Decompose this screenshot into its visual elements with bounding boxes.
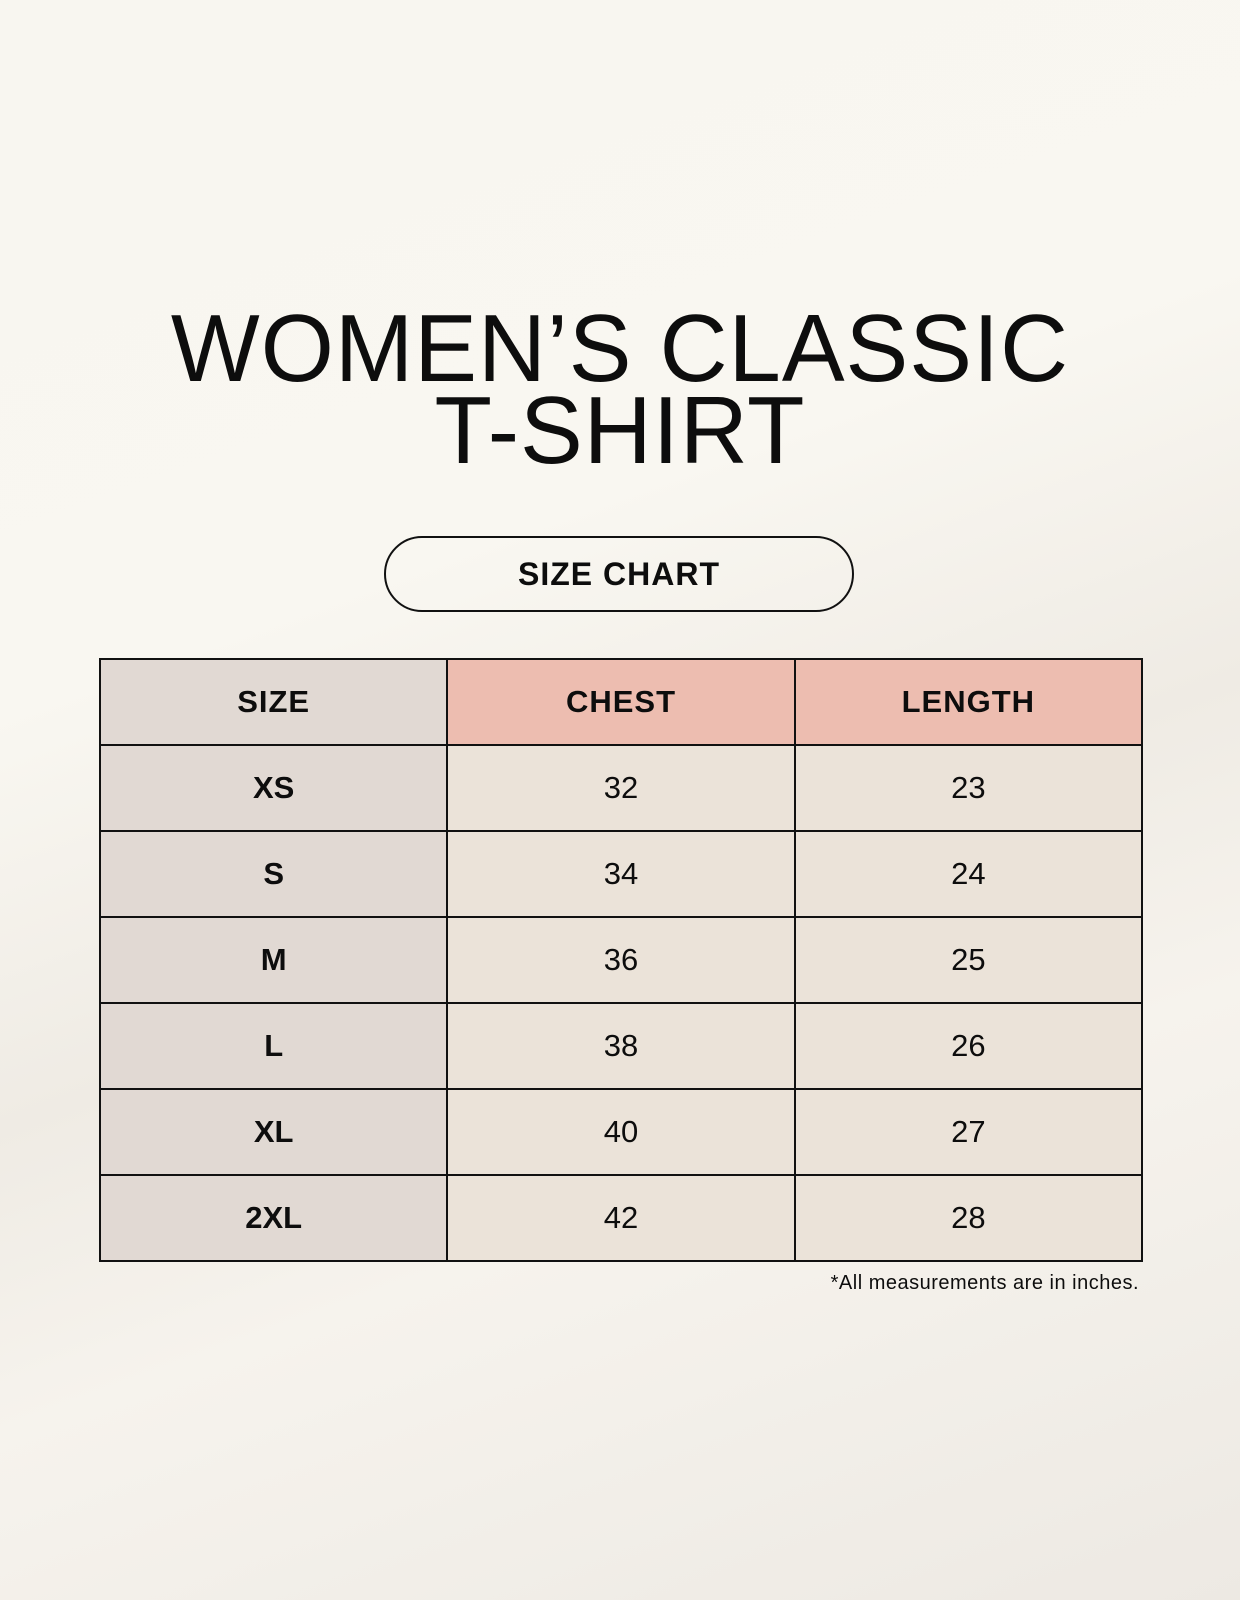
cell-chest: 42: [446, 1174, 796, 1262]
cell-length: 28: [793, 1174, 1144, 1262]
table-row: XS 32 23: [98, 744, 1144, 832]
footnote: *All measurements are in inches.: [830, 1272, 1139, 1294]
header-chest: CHEST: [446, 658, 796, 746]
cell-chest: 34: [446, 830, 796, 918]
title-line-2: T-SHIRT: [434, 377, 806, 484]
table-row: M 36 25: [98, 916, 1144, 1004]
header-size: SIZE: [98, 658, 449, 746]
cell-size: 2XL: [98, 1174, 449, 1262]
page-title: WOMEN’S CLASSIC T-SHIRT: [12, 295, 1227, 484]
cell-chest: 36: [446, 916, 796, 1004]
cell-size: M: [98, 916, 449, 1004]
cell-size: L: [98, 1002, 449, 1090]
cell-length: 27: [793, 1088, 1144, 1176]
cell-chest: 40: [446, 1088, 796, 1176]
table-row: S 34 24: [98, 830, 1144, 918]
table-header-row: SIZE CHEST LENGTH: [98, 658, 1144, 746]
cell-length: 24: [793, 830, 1144, 918]
table-row: 2XL 42 28: [98, 1174, 1144, 1262]
size-table: SIZE CHEST LENGTH XS 32 23 S 34 24 M 36 25 L 38 26 X…: [98, 658, 1144, 1262]
table-row: XL 40 27: [98, 1088, 1144, 1176]
size-chart-label: SIZE CHART: [384, 536, 854, 612]
cell-length: 23: [793, 744, 1144, 832]
cell-size: XS: [98, 744, 449, 832]
cell-chest: 32: [446, 744, 796, 832]
cell-size: XL: [98, 1088, 449, 1176]
header-length: LENGTH: [793, 658, 1144, 746]
title-line-1: WOMEN’S CLASSIC: [170, 295, 1070, 402]
table-row: L 38 26: [98, 1002, 1144, 1090]
cell-length: 26: [793, 1002, 1144, 1090]
cell-length: 25: [793, 916, 1144, 1004]
cell-size: S: [98, 830, 449, 918]
cell-chest: 38: [446, 1002, 796, 1090]
